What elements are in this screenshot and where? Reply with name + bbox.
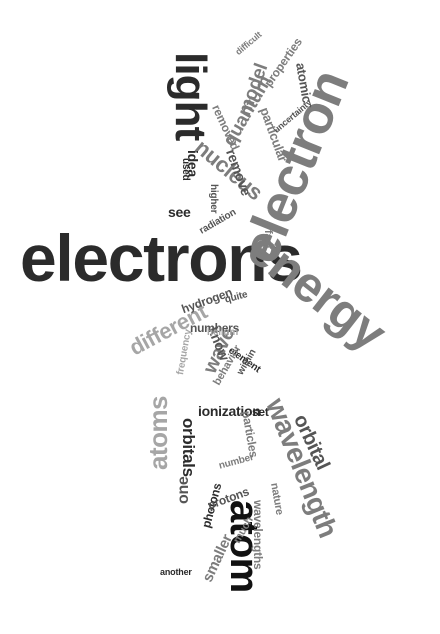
word-difficult: difficult: [233, 29, 264, 57]
word-fact: fact: [262, 230, 274, 249]
word-number: number: [217, 451, 255, 472]
word-higher: higher: [208, 184, 219, 214]
word-orbitals: orbitals: [179, 418, 198, 477]
word-see: see: [168, 204, 191, 220]
word-electrons: electrons: [20, 221, 303, 295]
word-atoms: atoms: [143, 396, 173, 470]
word-used: used: [180, 158, 191, 181]
word-wavelengths: wavelengths: [251, 500, 265, 570]
word-ionization: ionization: [198, 403, 261, 419]
word-another: another: [160, 567, 192, 577]
word-one: one: [175, 476, 192, 505]
word-helium: helium: [207, 327, 239, 338]
word-numbers: numbers: [190, 321, 239, 335]
word-light: light: [166, 52, 215, 141]
word-nature: nature: [268, 481, 286, 516]
word-set: set: [252, 405, 269, 419]
